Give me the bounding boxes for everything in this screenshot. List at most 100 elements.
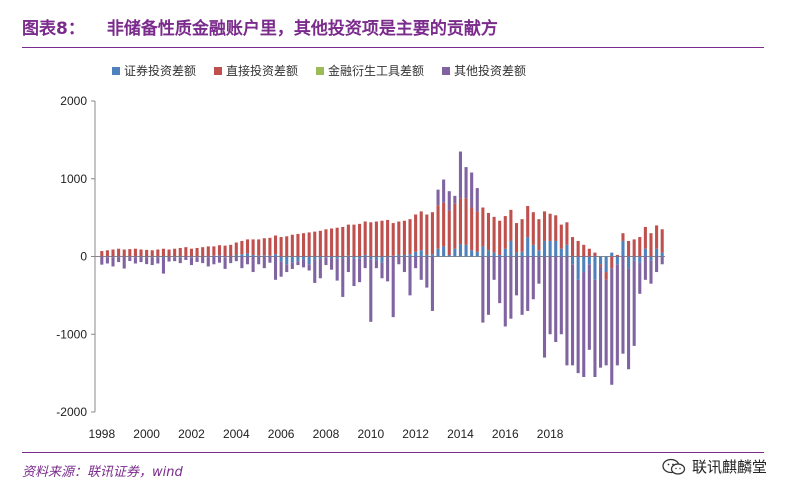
bar-segment-other [475,188,479,212]
bar-segment-securities [150,256,154,258]
bar-segment-other [576,279,580,374]
bar-segment-other [542,256,547,358]
bar-segment-fdi [251,239,255,255]
bar-segment-other [503,256,507,327]
bar-segment-other [458,151,462,199]
bar-segment-securities [117,256,121,258]
bar-segment-securities [464,244,468,257]
bar-segment-securities [184,256,188,257]
bar-segment-securities [604,256,608,273]
bar-segment-fdi [514,223,519,253]
bar-segment-securities [632,256,636,261]
bar-segment-other [559,256,563,335]
bar-segment-fdi [279,237,283,257]
bar-segment-other [604,279,608,366]
bar-segment-securities [262,255,266,257]
bar-segment-fdi [604,272,608,280]
bar-segment-securities [514,252,519,257]
bar-segment-fdi [554,215,558,241]
bar-segment-fdi [128,249,132,257]
bar-segment-other [245,256,250,265]
bar-segment-securities [279,256,283,262]
bar-segment-other [313,259,317,283]
bar-segment-securities [397,254,401,257]
bar-segment-fdi [509,209,513,241]
bar-segment-securities [492,252,496,257]
bar-segment-other [302,259,306,268]
bar-segment-other [369,259,373,322]
bar-segment-fdi [520,219,524,252]
bar-segment-securities [105,256,109,258]
x-tick-label: 2002 [178,427,205,441]
x-tick-label: 2018 [537,427,564,441]
bar-segment-fdi [178,247,182,257]
bar-segment-securities [128,256,132,258]
bar-segment-securities [358,256,362,259]
bar-segment-fdi [330,228,334,257]
bar-segment-fdi [537,219,541,251]
bar-segment-fdi [632,239,636,257]
bar-segment-other [105,257,109,264]
bar-segment-securities [615,256,619,265]
bar-segment-other [195,257,199,262]
bar-segment-other [173,257,177,262]
bar-segment-securities [324,256,328,258]
bar-segment-other [599,266,603,368]
bar-segment-other [352,258,356,287]
bar-segment-securities [520,251,524,257]
bar-segment-fdi [425,214,429,255]
bar-segment-other [554,256,558,343]
bar-segment-fdi [150,250,154,257]
bar-segment-fdi [122,249,126,257]
title-divider [22,47,764,48]
bar-segment-fdi [117,248,121,257]
bar-segment-fdi [217,245,222,256]
legend-swatch-derivatives [316,66,325,75]
bar-segment-fdi [341,226,345,257]
bar-segment-fdi [380,220,384,257]
legend-item-fdi: 直接投资差额 [214,62,298,79]
bar-segment-other [145,257,149,265]
bar-segment-other [419,256,423,280]
bar-segment-other [296,261,300,266]
bar-segment-securities [660,252,664,257]
bar-segment-other [498,256,502,304]
bar-segment-fdi [161,248,165,257]
bar-segment-other [324,257,328,266]
bar-segment-other [481,256,485,323]
x-tick-label: 2006 [268,427,295,441]
bar-segment-securities [122,256,126,257]
bar-segment-securities [296,256,300,262]
bar-segment-securities [223,256,227,258]
legend-label-securities: 证券投资差额 [124,64,197,78]
bar-segment-other [122,256,126,269]
bar-segment-other [358,258,362,283]
bar-segment-other [229,256,233,264]
x-tick-label: 2016 [492,427,519,441]
bar-segment-fdi [173,248,177,257]
bar-segment-other [391,256,395,318]
bar-segment-fdi [139,249,143,257]
bar-segment-securities [229,256,233,257]
bar-segment-securities [156,256,160,258]
bar-segment-other [649,260,653,284]
bar-segment-other [587,264,591,350]
bar-segment-other [582,272,586,378]
bar-segment-fdi [458,198,462,245]
footer-divider [22,452,764,453]
figure-number: 图表8： [22,19,85,39]
bar-segment-securities [240,254,244,257]
legend-item-securities: 证券投资差额 [112,62,196,79]
bar-segment-fdi [184,247,188,257]
bar-segment-securities [290,256,294,263]
bar-segment-securities [178,256,182,258]
bar-segment-other [632,260,636,346]
bar-segment-other [514,256,519,296]
bar-segment-securities [655,248,659,257]
bar-segment-securities [363,254,367,257]
bar-segment-securities [638,256,642,263]
bar-segment-securities [526,237,530,257]
bar-segment-securities [251,254,255,257]
bar-segment-fdi [156,249,160,257]
bar-segment-other [397,256,401,265]
